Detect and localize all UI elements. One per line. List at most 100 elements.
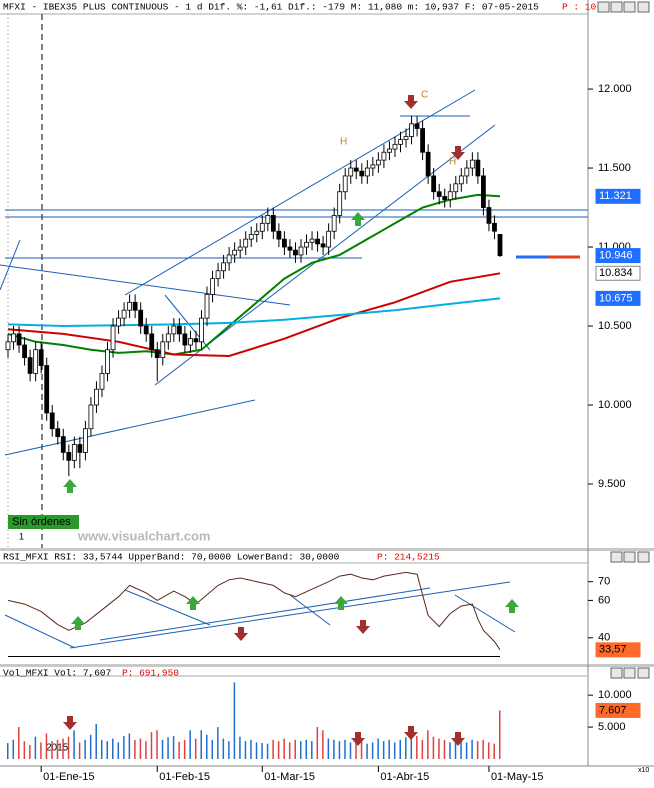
candle-body <box>431 175 437 193</box>
button[interactable] <box>623 1 636 13</box>
candle-body <box>348 167 354 177</box>
volume-bar <box>239 736 241 759</box>
buy-arrow <box>186 596 200 610</box>
candle-body <box>464 167 470 177</box>
moving-average <box>7 272 501 358</box>
candle-body <box>60 436 66 453</box>
candle-body <box>11 333 16 343</box>
candle-body <box>193 338 199 343</box>
sell-arrow <box>234 627 248 641</box>
candle-body <box>282 238 287 248</box>
candle-body <box>398 139 403 145</box>
watermark: www.visualchart.com <box>77 528 210 543</box>
button[interactable] <box>610 1 623 13</box>
candle-body <box>77 444 83 453</box>
volume-bar <box>277 741 280 759</box>
candle-body <box>337 191 343 216</box>
candle-body <box>226 254 232 264</box>
button[interactable] <box>623 667 636 679</box>
volume-bar <box>123 736 125 759</box>
y-tick-label: 9.500 <box>598 478 626 490</box>
candle-body <box>342 175 348 193</box>
volume-bar <box>443 739 446 759</box>
button[interactable] <box>610 667 623 679</box>
trend-line <box>0 239 21 291</box>
status-label: Sin órdenes <box>12 516 71 528</box>
volume-bar <box>487 742 490 759</box>
candle-body <box>154 349 160 359</box>
buy-arrow <box>505 599 519 613</box>
moving-average <box>7 297 501 328</box>
button[interactable] <box>597 1 610 13</box>
candle-body <box>204 294 210 319</box>
volume-bar <box>460 741 462 759</box>
candle-body <box>359 170 365 177</box>
panel-separator <box>0 548 654 551</box>
volume-bar <box>150 732 153 759</box>
volume-bar <box>499 710 501 759</box>
volume-bar <box>255 742 258 759</box>
volume-bar <box>183 739 186 759</box>
window-controls[interactable] <box>597 1 650 679</box>
panel-title: RSI_MFXI RSI: 33,5744 UpperBand: 70,0000… <box>3 552 340 563</box>
volume-bar <box>200 730 202 759</box>
candle-body <box>287 246 293 251</box>
candle-body <box>436 191 442 197</box>
scale-note: x10 <box>638 767 649 774</box>
volume-bar <box>288 742 291 759</box>
button[interactable] <box>637 1 650 13</box>
y-tick-label: 60 <box>598 594 610 606</box>
chart-title: MFXI - IBEX35 PLUS CONTINUOUS - 1 d Dif.… <box>3 2 539 13</box>
candle-body <box>425 151 431 177</box>
volume-bar <box>405 737 407 759</box>
candle-body <box>375 159 381 166</box>
volume-bar <box>117 742 120 759</box>
volume-bar <box>366 743 368 759</box>
volume-bar <box>421 739 424 759</box>
volume-bar <box>128 733 131 759</box>
volume-bar <box>161 739 164 759</box>
volume-bar <box>327 738 330 759</box>
volume-bar <box>471 739 473 759</box>
candle-body <box>82 428 88 453</box>
value-marker-label: 33,57 <box>599 644 627 656</box>
sell-arrow <box>351 732 365 746</box>
candle-body <box>481 175 486 208</box>
y-tick-label: 10.000 <box>598 399 632 411</box>
candle-body <box>27 357 33 374</box>
y-tick-label: 5.000 <box>598 721 626 733</box>
volume-bar <box>167 737 169 759</box>
candle-body <box>293 249 298 256</box>
candle-body <box>210 278 215 295</box>
volume-bar <box>40 742 42 759</box>
candle-body <box>458 175 464 185</box>
sell-arrow <box>63 716 77 730</box>
candle-body <box>16 333 22 346</box>
candle-body <box>492 222 497 232</box>
sell-arrow <box>451 146 465 160</box>
candle-body <box>475 159 481 177</box>
candle-body <box>315 238 320 245</box>
volume-bar <box>228 741 230 759</box>
period-label: P: 214,5215 <box>377 552 440 563</box>
y-tick-label: 11.500 <box>598 162 631 174</box>
candle-body <box>176 325 182 335</box>
volume-bar <box>311 741 313 759</box>
button[interactable] <box>610 551 623 563</box>
volume-bar <box>89 734 92 759</box>
candle-body <box>364 167 370 177</box>
button[interactable] <box>637 551 650 563</box>
volume-bar <box>305 739 308 759</box>
candle-body <box>188 338 193 346</box>
volume-bar <box>438 738 440 759</box>
candle-body <box>265 215 271 224</box>
button[interactable] <box>623 551 636 563</box>
volume-bar <box>299 741 302 759</box>
candle-body <box>71 444 77 461</box>
button[interactable] <box>637 667 650 679</box>
volume-bar <box>84 739 86 759</box>
candle-body <box>381 151 387 161</box>
volume-bar <box>156 730 158 759</box>
candle-body <box>127 301 133 311</box>
volume-bar <box>355 741 357 759</box>
